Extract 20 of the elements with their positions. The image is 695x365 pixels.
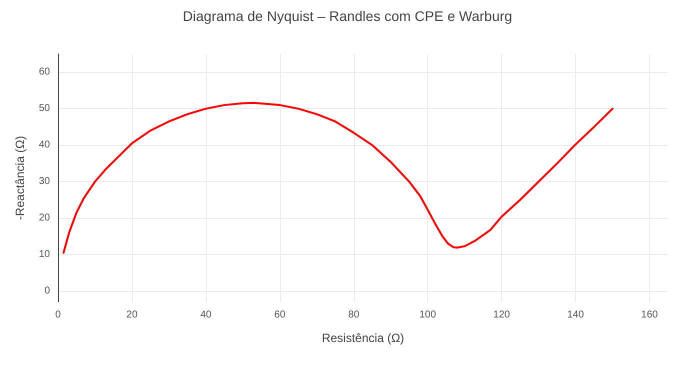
y-tick-label: 0 bbox=[44, 286, 50, 297]
y-tick-label: 50 bbox=[38, 103, 50, 114]
y-tick-label: 20 bbox=[38, 212, 50, 224]
x-tick-label: 60 bbox=[274, 310, 286, 320]
x-tick-label: 160 bbox=[641, 310, 658, 320]
y-tick-label: 60 bbox=[38, 66, 50, 78]
x-tick-label: 80 bbox=[348, 310, 360, 320]
x-tick-label: 140 bbox=[567, 310, 584, 320]
y-tick-label: 40 bbox=[38, 140, 50, 151]
x-tick-label: 0 bbox=[55, 310, 62, 320]
x-tick-label: 20 bbox=[126, 310, 138, 320]
y-tick-label: 30 bbox=[38, 176, 50, 188]
x-tick-label: 120 bbox=[493, 310, 510, 320]
x-tick-label: 40 bbox=[200, 310, 212, 320]
chart-title: Diagrama de Nyquist – Randles com CPE e Warburg bbox=[182, 8, 512, 24]
y-tick-label: 10 bbox=[38, 249, 50, 260]
line-series bbox=[62, 102, 614, 254]
x-tick-label: 100 bbox=[419, 310, 436, 320]
x-axis-title: Resistência (Ω) bbox=[322, 331, 404, 345]
y-axis-title: -Reactância (Ω) bbox=[13, 136, 27, 220]
